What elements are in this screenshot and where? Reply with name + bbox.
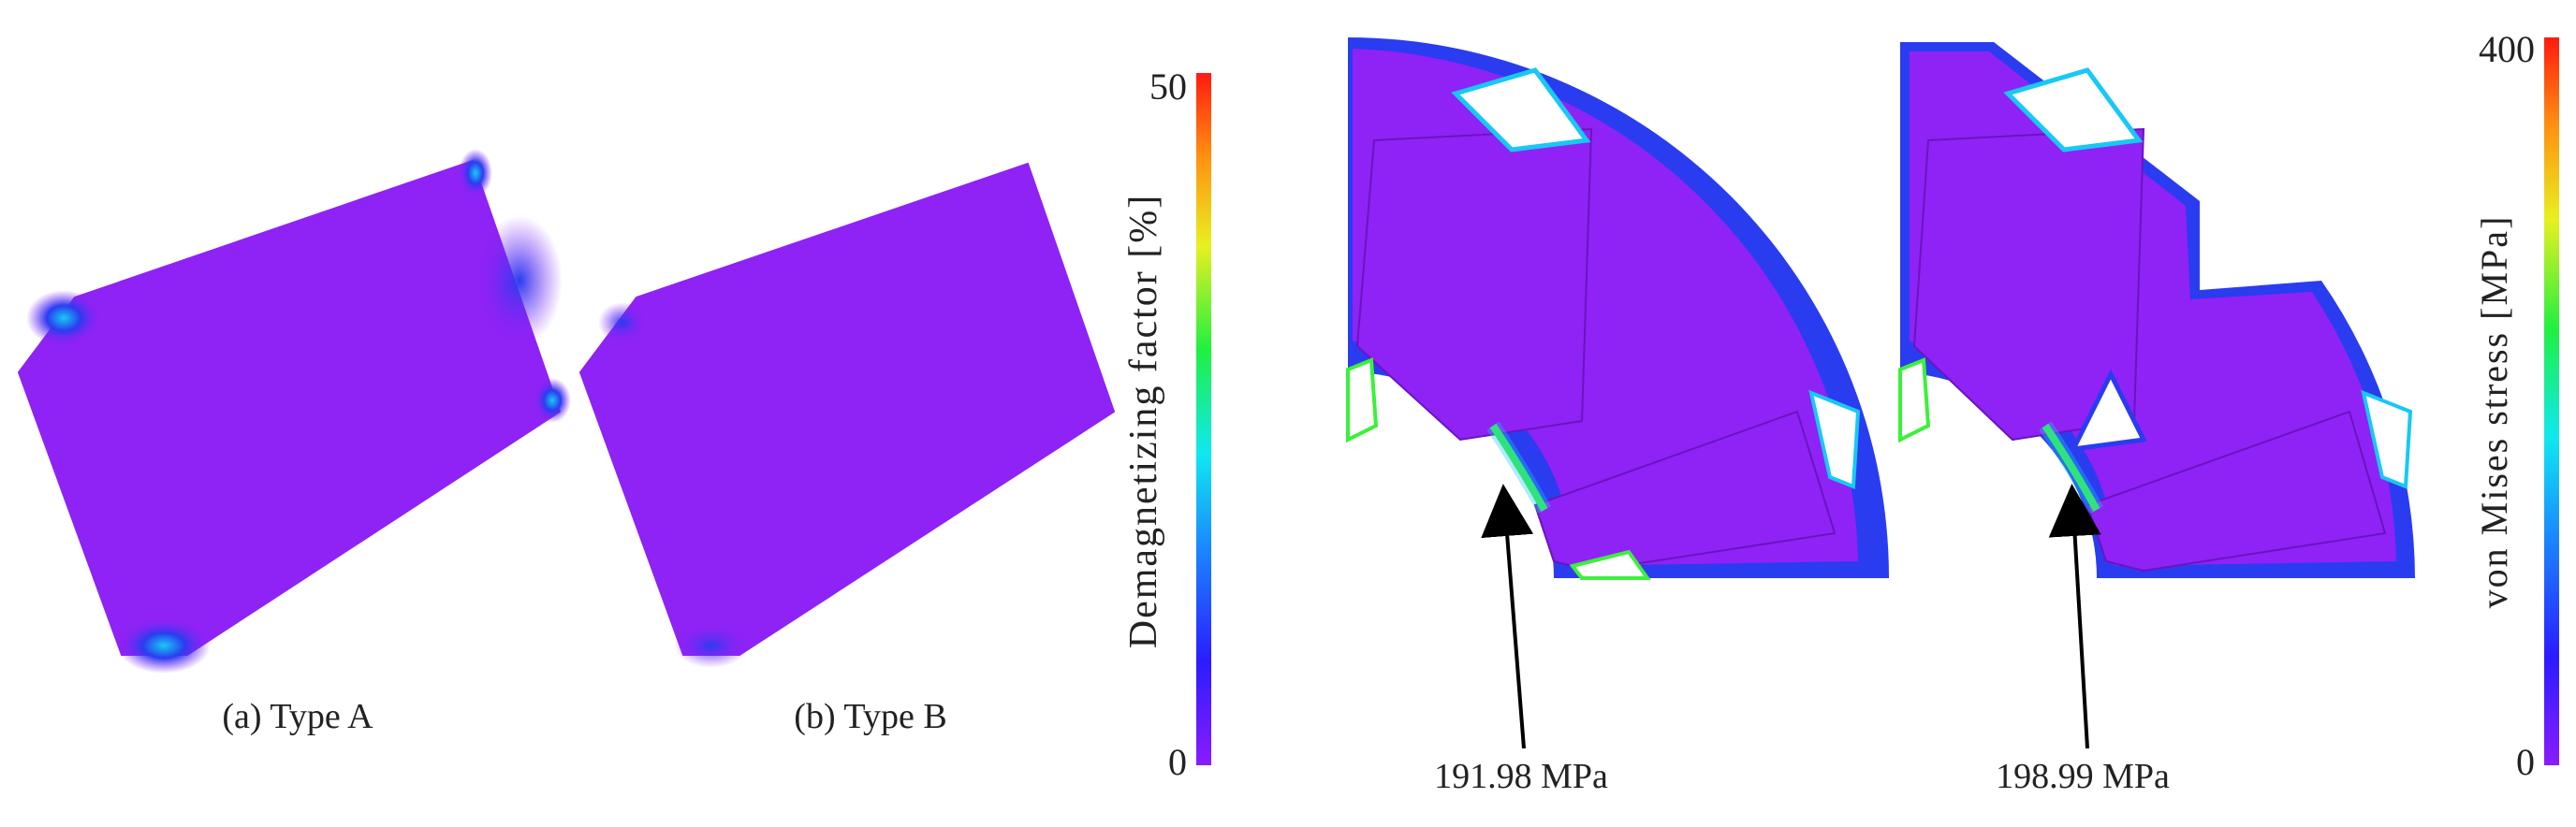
colorbar-von-mises-max: 400 xyxy=(2479,28,2535,70)
colorbar-von-mises: 400 0 von Mises stress [MPa] xyxy=(2473,28,2559,783)
rotor-a-bridge xyxy=(1489,423,1548,512)
rotor-a-magnet-lower xyxy=(1533,410,1837,573)
magnet-a-hotspot-left xyxy=(26,290,101,346)
magnet-b-hotspot-left xyxy=(598,302,647,343)
stress-arrow-b xyxy=(2048,484,2101,749)
magnet-a-hotspot-bottom xyxy=(117,617,211,674)
rotor-a-bore xyxy=(1348,510,1442,603)
rotor-quarter-b xyxy=(1898,42,2415,720)
rotor-a-void-top xyxy=(1451,67,1591,152)
colorbar-demagnetizing-max: 50 xyxy=(1149,65,1187,108)
colorbar-demagnetizing-min: 0 xyxy=(1168,741,1187,783)
rotor-a-void-right xyxy=(1808,389,1861,489)
magnet-type-b xyxy=(578,162,1116,668)
colorbar-demagnetizing-scale xyxy=(1196,73,1211,765)
magnet-a-hotspot-right-tip xyxy=(534,378,571,423)
rotor-b-magnet-lower xyxy=(2086,410,2387,573)
colorbar-von-mises-title: von Mises stress [MPa] xyxy=(2473,215,2515,609)
magnet-a-hotspot-right xyxy=(476,215,563,346)
rotor-a-void-bottom xyxy=(1569,549,1651,580)
caption-type-a: (a) Type A xyxy=(222,697,373,736)
stress-label-b: 198.99 MPa xyxy=(1996,757,2170,796)
magnet-b-hotspot-bottom xyxy=(674,623,749,668)
magnet-b-body xyxy=(578,162,1116,656)
colorbar-demagnetizing: 50 0 Demagnetizing factor [%] xyxy=(1122,65,1211,783)
magnet-a-body xyxy=(17,159,562,656)
stress-arrow-a xyxy=(1481,484,1534,749)
rotor-a-magnet-upper xyxy=(1355,127,1593,442)
rotor-a-bridge-glow xyxy=(1486,421,1551,514)
caption-type-b: (b) Type B xyxy=(794,697,946,736)
stress-label-a: 191.98 MPa xyxy=(1434,757,1608,796)
rotor-quarter-a xyxy=(1346,37,1889,603)
colorbar-von-mises-scale xyxy=(2544,37,2559,765)
magnet-type-a xyxy=(17,149,571,674)
rotor-b-void-left xyxy=(1898,357,1931,443)
rotor-b-bottom-cut xyxy=(2279,692,2410,720)
colorbar-von-mises-min: 0 xyxy=(2516,741,2535,783)
rotor-b-void-right xyxy=(2361,389,2413,489)
magnet-a-hotspot-top xyxy=(459,149,492,197)
rotor-b-void-top xyxy=(2003,67,2144,152)
colorbar-demagnetizing-title: Demagnetizing factor [%] xyxy=(1122,194,1165,648)
rotor-b-bore xyxy=(1900,510,1994,603)
rotor-a-void-left xyxy=(1346,357,1379,443)
rotor-b-void-center xyxy=(2069,369,2147,453)
